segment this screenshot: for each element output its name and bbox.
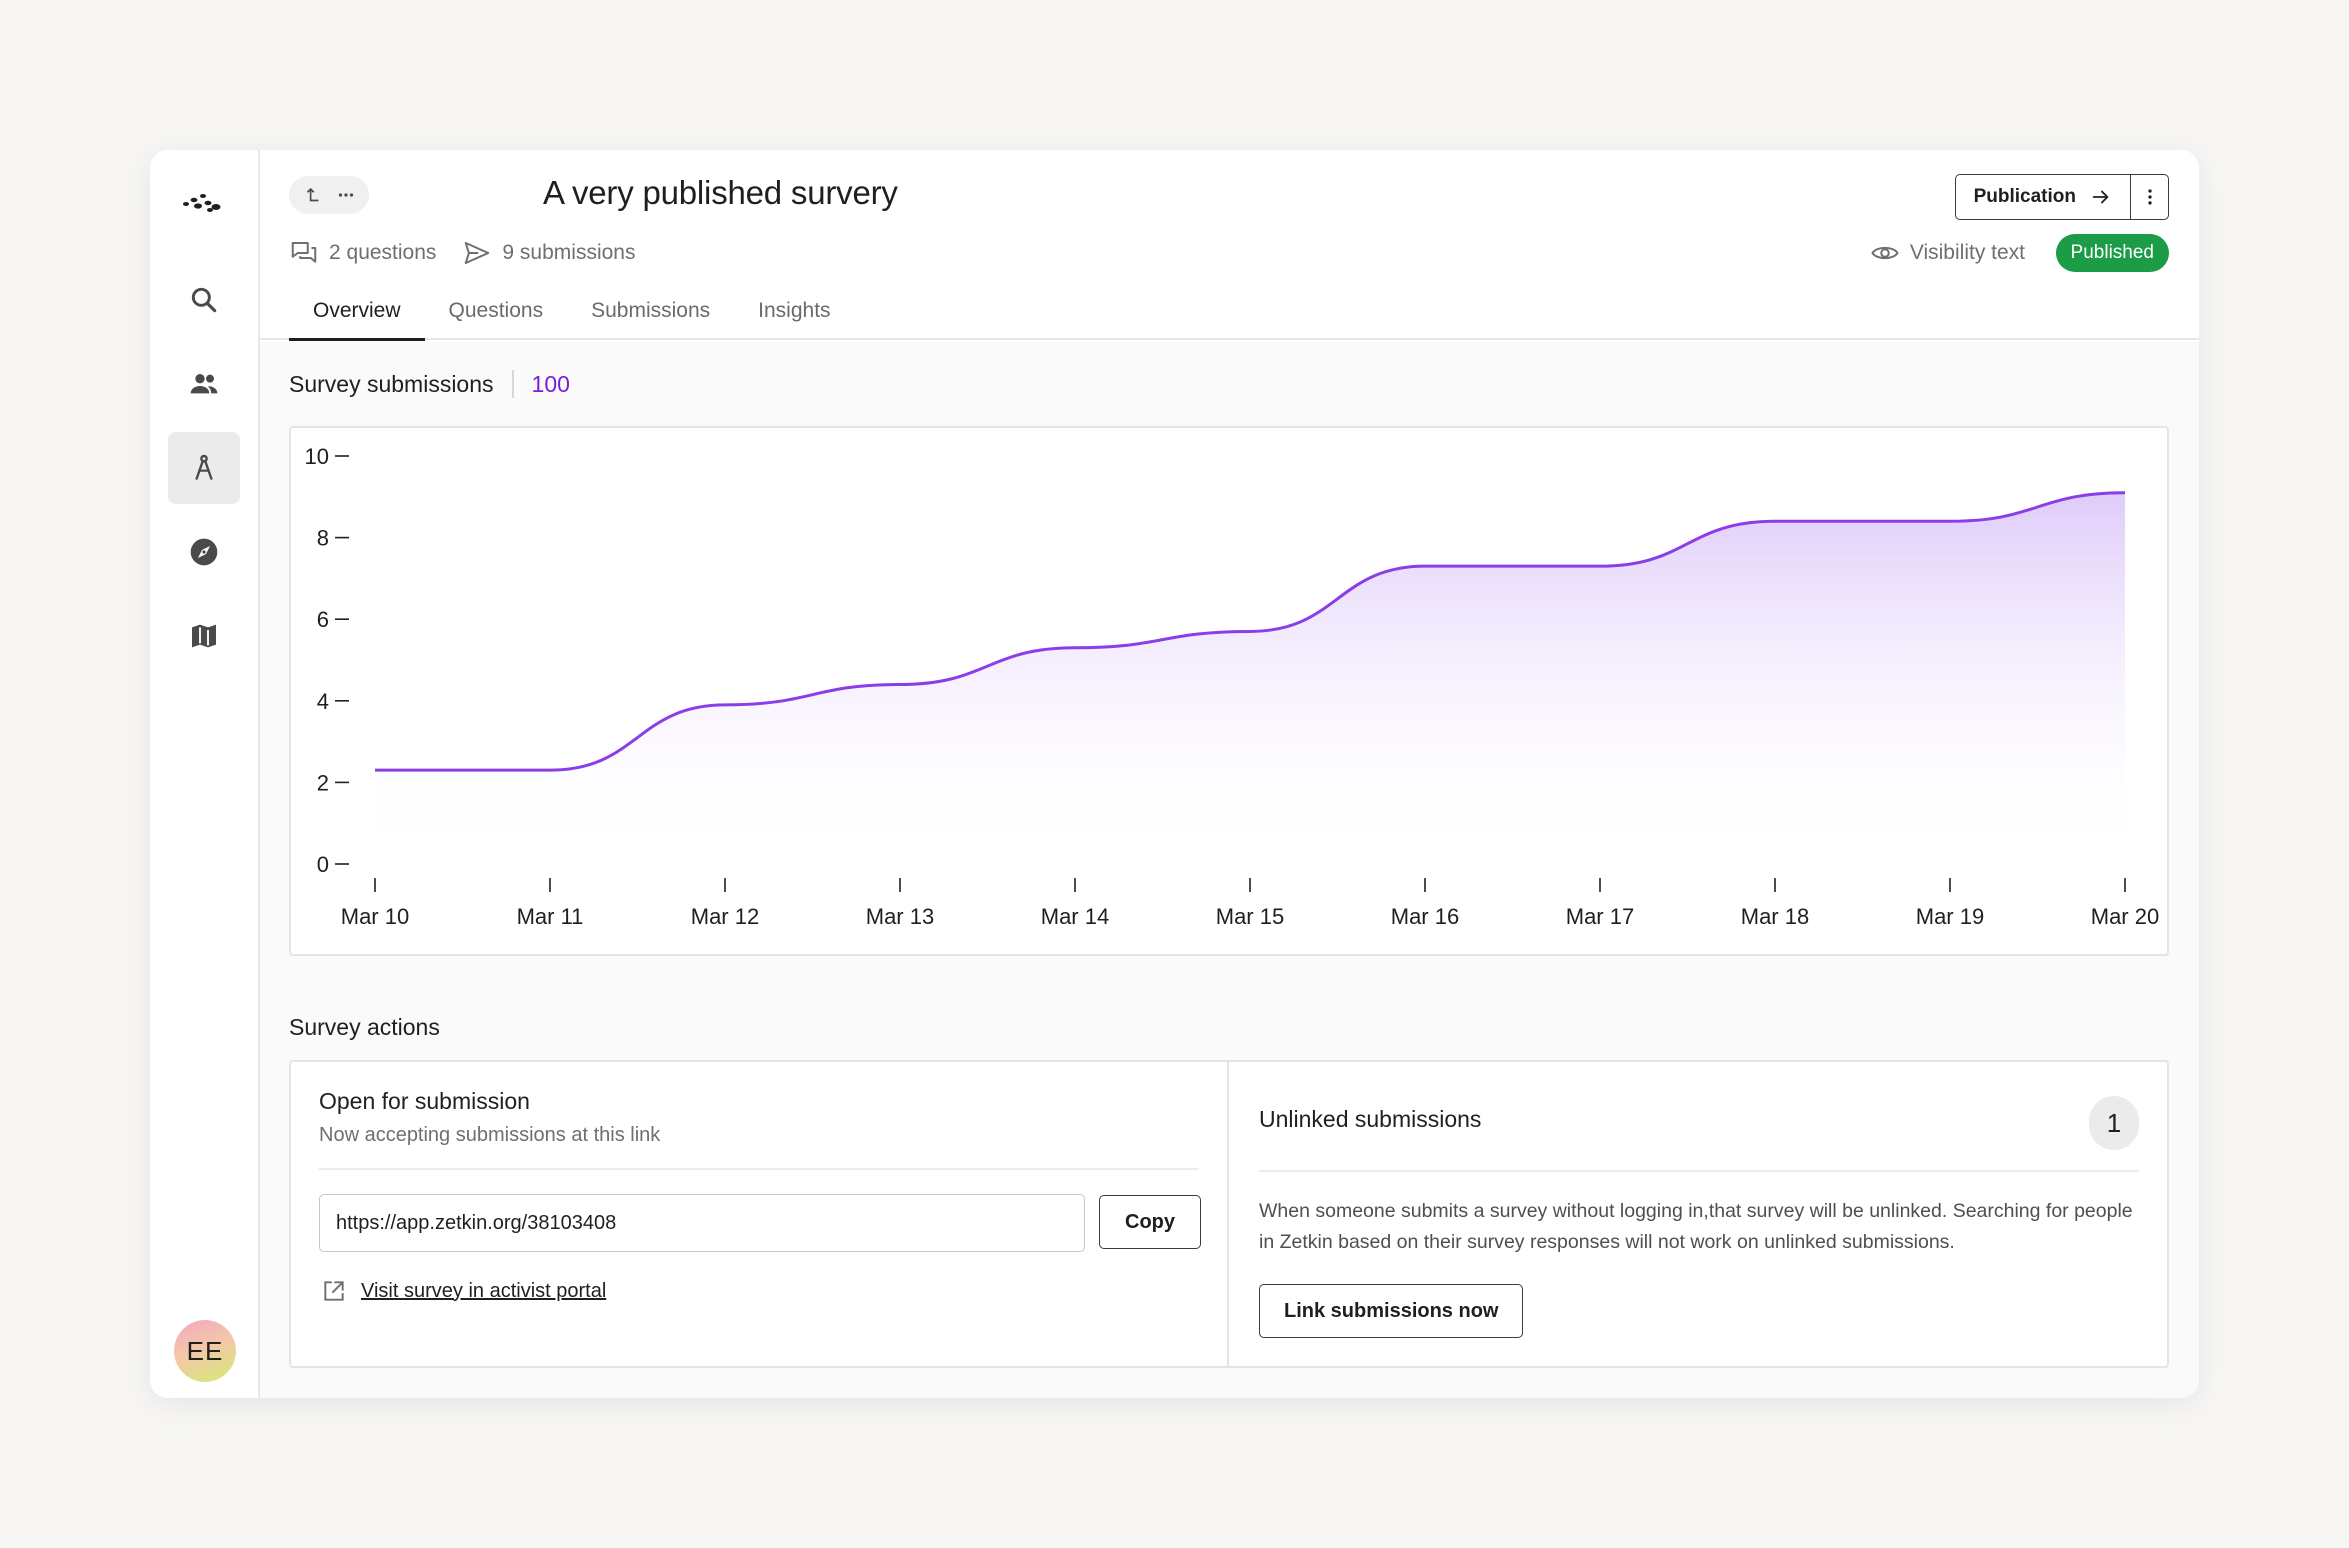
survey-actions-card: Open for submission Now accepting submis… [289,1060,2169,1368]
open-for-submission-panel: Open for submission Now accepting submis… [291,1062,1229,1366]
explore-icon [190,538,218,566]
x-tick-label: Mar 10 [341,904,409,929]
submissions-total: 100 [531,370,570,397]
header-nav-pill [289,176,369,214]
page-header: A very published survery 2 questions 9 s… [260,150,2199,341]
x-tick-label: Mar 16 [1391,904,1459,929]
x-tick-label: Mar 13 [866,904,934,929]
main-content: A very published survery 2 questions 9 s… [260,150,2199,1398]
more-vertical-button[interactable] [2130,175,2168,219]
submissions-count: 9 submissions [462,238,635,268]
x-tick-label: Mar 12 [691,904,759,929]
y-tick-label: 4 [317,689,329,714]
x-tick-label: Mar 20 [2091,904,2159,929]
map-icon [192,624,216,648]
submissions-section-title: Survey submissions [289,370,494,397]
chart-series-line [375,491,2126,772]
publication-button[interactable]: Publication [1956,175,2130,219]
visit-portal-link[interactable]: Visit survey in activist portal [321,1278,606,1304]
link-submissions-button[interactable]: Link submissions now [1259,1284,1524,1338]
unlinked-submissions-panel: Unlinked submissions 1 When someone subm… [1229,1062,2167,1366]
copy-button[interactable]: Copy [1099,1195,1201,1249]
avatar[interactable]: EE [174,1320,236,1382]
y-tick-label: 8 [317,526,329,551]
tab-submissions[interactable]: Submissions [591,299,711,322]
people-icon [190,374,218,394]
divider [319,1168,1199,1170]
survey-url-field[interactable]: https://app.zetkin.org/38103408 [319,1194,1085,1252]
sidebar: EE [150,150,260,1398]
sidebar-explore-button[interactable] [168,516,240,588]
unlinked-count-badge: 1 [2089,1096,2139,1150]
open-subtitle: Now accepting submissions at this link [319,1124,661,1146]
tab-insights[interactable]: Insights [758,299,831,322]
sidebar-projects-button[interactable] [168,432,240,504]
unlinked-description: When someone submits a survey without lo… [1259,1200,2133,1253]
tab-bar: Overview Questions Submissions Insights [289,290,855,341]
sidebar-map-button[interactable] [168,600,240,672]
app-window: EE A very published [150,150,2199,1398]
publication-label: Publication [1973,186,2076,207]
search-icon [191,287,217,313]
tab-questions[interactable]: Questions [448,299,544,322]
divider [1259,1170,2139,1172]
visit-portal-label: Visit survey in activist portal [361,1279,607,1302]
submissions-label: 9 submissions [502,241,636,264]
back-up-icon[interactable] [297,180,327,210]
visibility-indicator[interactable]: Visibility text [1870,238,2025,268]
open-in-new-icon [324,1281,344,1301]
status-badge: Published [2055,234,2169,272]
visibility-label: Visibility text [1909,241,2025,264]
submissions-chart: 0 2 4 6 8 10 Mar 10 Mar 11 Mar 12 Mar 13 Mar 14 Ma… [289,426,2169,956]
unlinked-title: Unlinked submissions [1259,1106,1482,1132]
page-body: Survey submissions 100 0 2 4 6 8 10 Mar 10 Mar… [260,342,2199,1398]
y-tick-label: 2 [317,770,329,795]
more-vertical-icon [2147,189,2152,205]
divider [511,370,514,398]
more-horizontal-icon[interactable] [331,180,361,210]
compass-tool-icon [195,454,213,480]
y-tick-label: 10 [305,444,329,469]
page-title[interactable]: A very published survery [543,174,898,211]
questions-label: 2 questions [329,241,437,264]
send-icon [465,242,490,264]
actions-section-title: Survey actions [289,1014,440,1040]
questions-icon [291,242,317,263]
submissions-section-header: Survey submissions 100 [289,370,570,398]
tab-overview[interactable]: Overview [289,290,425,341]
x-tick-label: Mar 15 [1216,904,1284,929]
x-tick-label: Mar 14 [1041,904,1109,929]
open-title: Open for submission [319,1088,530,1114]
x-tick-label: Mar 11 [517,904,584,929]
y-tick-label: 6 [317,607,329,632]
publication-button-group: Publication [1954,174,2169,220]
arrow-right-icon [2092,190,2109,204]
sidebar-people-button[interactable] [168,348,240,420]
sidebar-search-button[interactable] [168,264,240,336]
chart-svg: 0 2 4 6 8 10 Mar 10 Mar 11 Mar 12 Mar 13 Mar 14 Ma… [305,444,2160,929]
eye-icon [1871,246,1899,260]
zetkin-logo[interactable] [180,182,230,222]
x-tick-label: Mar 17 [1566,904,1634,929]
x-tick-label: Mar 18 [1741,904,1809,929]
y-tick-label: 0 [317,852,329,877]
chart-area-fill [375,492,2125,864]
questions-count: 2 questions [289,238,436,268]
survey-meta: 2 questions 9 submissions [289,238,635,268]
x-tick-label: Mar 19 [1916,904,1984,929]
